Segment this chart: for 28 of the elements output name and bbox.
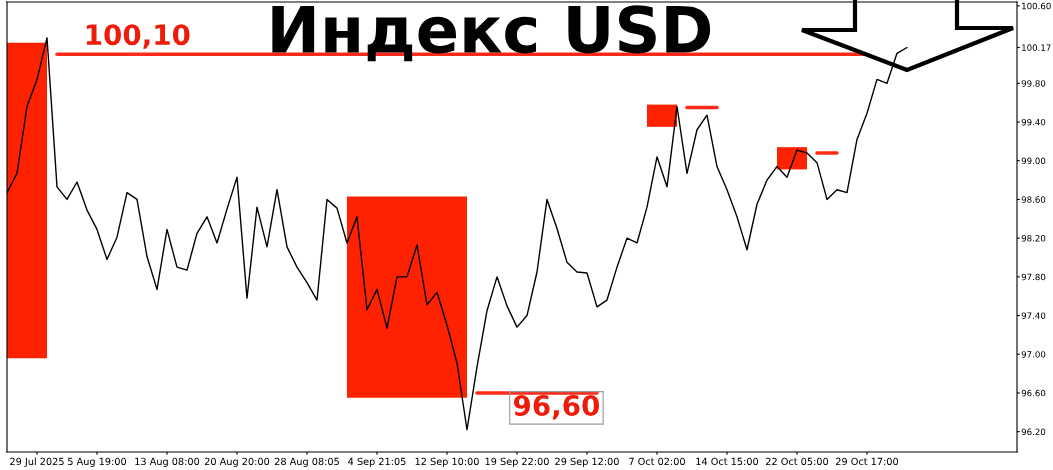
x-tick-label: 29 Jul 2025 [10, 457, 64, 467]
x-tick-label: 22 Oct 05:00 [766, 457, 829, 466]
y-tick-label: 97.80 [1021, 273, 1046, 281]
x-tick-label: 28 Aug 08:05 [274, 457, 339, 467]
x-tick-label: 29 Sep 12:00 [555, 457, 619, 467]
x-tick-label: 4 Sep 21:05 [348, 457, 406, 467]
x-tick-label: 29 Oct 17:00 [836, 457, 899, 466]
y-tick-label: 98.60 [1021, 196, 1046, 203]
y-tick-label: 97.40 [1021, 312, 1046, 319]
y-tick-label: 97.00 [1021, 351, 1046, 358]
x-tick-label: 19 Sep 22:00 [485, 457, 549, 467]
annotation: 100,10 [86, 24, 190, 49]
chart-title: Индекс USD [272, 5, 711, 62]
annotation: 96,60 [513, 394, 600, 420]
y-tick-label: 99.80 [1021, 80, 1046, 87]
x-tick-label: 20 Aug 20:00 [204, 457, 270, 467]
y-tick-label: 100.17 [1022, 44, 1051, 51]
y-tick-label: 100.60 [1022, 2, 1051, 10]
y-tick-label: 96.60 [1021, 389, 1046, 397]
x-tick-label: 14 Oct 15:00 [696, 457, 759, 466]
x-tick-label: 12 Sep 10:00 [415, 457, 479, 467]
x-tick-label: 5 Aug 19:00 [68, 457, 127, 467]
y-tick-label: 99.00 [1021, 157, 1046, 165]
y-tick-label: 98.20 [1021, 235, 1046, 242]
x-tick-label: 7 Oct 02:00 [629, 457, 685, 466]
y-tick-label: 96.20 [1021, 428, 1046, 436]
y-tick-label: 99.40 [1021, 118, 1046, 126]
x-tick-label: 13 Aug 08:00 [135, 457, 200, 467]
